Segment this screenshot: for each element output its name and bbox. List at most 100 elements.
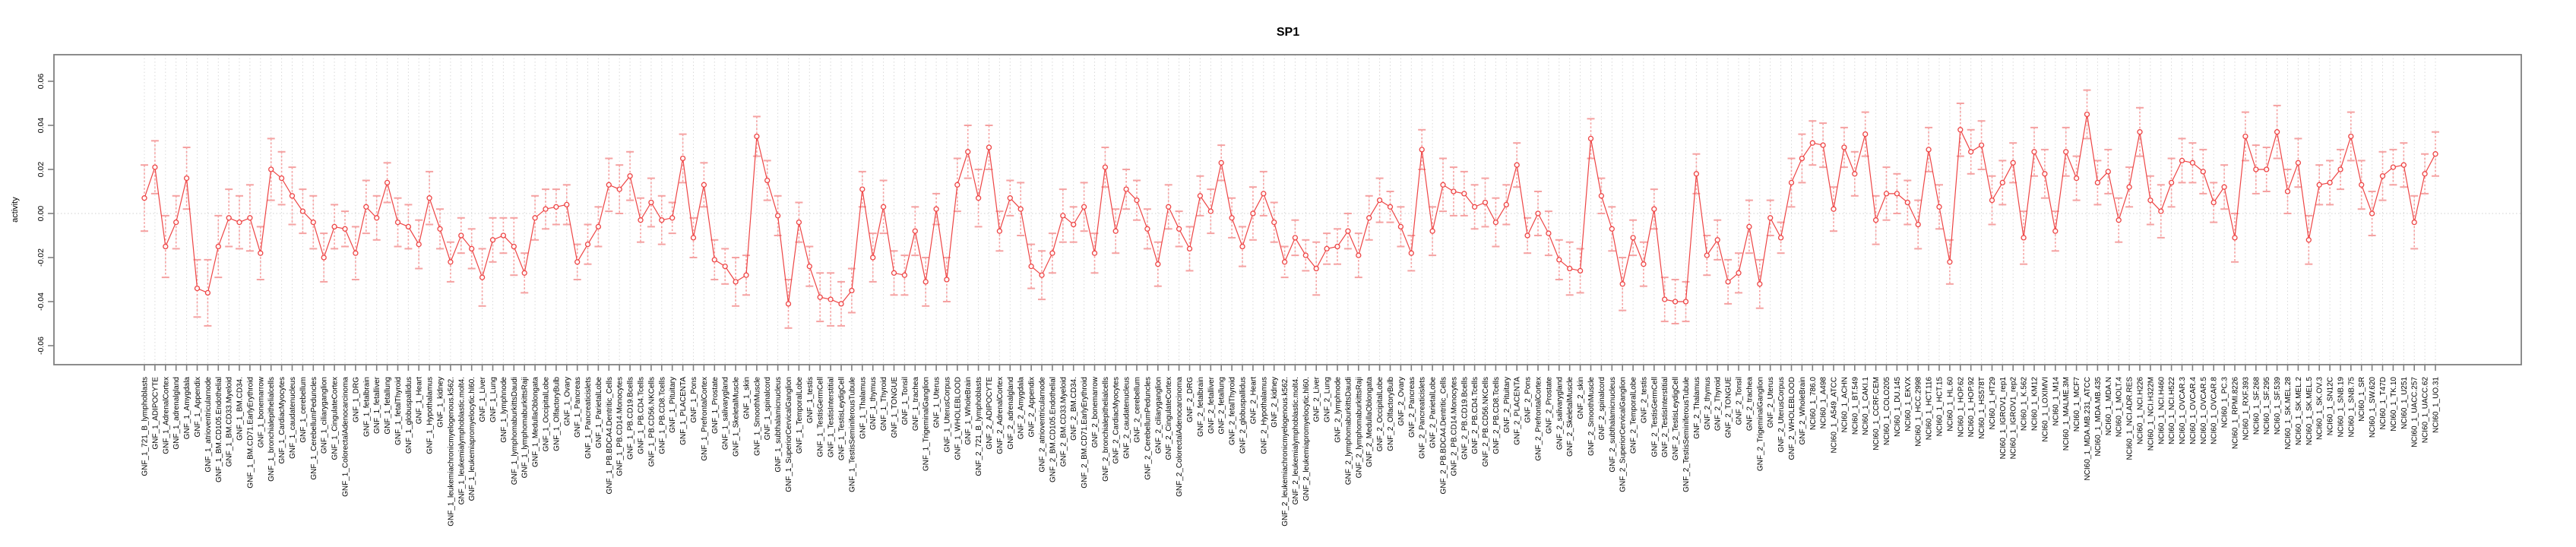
x-tick-label: GNF_2_PLACENTA — [1514, 377, 1522, 445]
x-tick-label: GNF_2_atrioventricularnode — [1039, 377, 1047, 473]
x-tick-label: GNF_2_skin — [1577, 377, 1585, 419]
x-tick-label: NCI60_1_HT29 — [1989, 377, 1997, 430]
x-tick-label: GNF_1_BM.CD34. — [236, 377, 245, 441]
x-tick-label: GNF_2_SmoothMuscle — [1587, 377, 1596, 456]
error-bar — [1112, 208, 1120, 255]
x-tick-label: NCI60_1_UACC.62 — [2422, 377, 2430, 444]
x-tick-label: GNF_1_spinalcord — [764, 377, 772, 440]
data-point — [1820, 142, 1826, 148]
data-point — [1461, 191, 1467, 197]
data-point — [1492, 219, 1499, 226]
data-point — [743, 272, 749, 278]
x-tick-label: NCI60_1_HOP.92 — [1967, 377, 1976, 438]
data-point — [2274, 129, 2280, 135]
error-bar — [225, 188, 233, 248]
error-bar — [552, 188, 560, 226]
data-point — [2379, 173, 2386, 179]
error-bar — [489, 217, 497, 263]
plot-border — [53, 54, 2522, 365]
error-bar — [2368, 191, 2376, 236]
error-bar — [1576, 248, 1584, 294]
error-bar — [1343, 213, 1352, 250]
y-tick-label: -0.02 — [36, 248, 46, 267]
error-bar — [531, 194, 540, 241]
x-tick-label: GNF_1_leukemialymphoblastic.molt4. — [457, 377, 466, 504]
x-tick-label: NCI60_1_TK.10 — [2390, 377, 2398, 432]
x-tick-label: NCI60_1_BT.549 — [1851, 377, 1859, 435]
error-bar — [1904, 179, 1912, 226]
x-tick-label: GNF_2_adrenalgland — [1007, 377, 1015, 450]
data-point — [1102, 164, 1109, 170]
data-point — [543, 206, 549, 212]
data-point — [828, 296, 834, 302]
data-point — [194, 285, 201, 292]
x-tick-label: GNF_1_DRG — [352, 377, 360, 422]
data-point — [2422, 171, 2428, 177]
x-tick-label: GNF_1_CerebellumPeduncles — [310, 377, 318, 480]
data-point — [796, 219, 802, 226]
data-point — [226, 215, 232, 221]
data-point — [1324, 245, 1330, 252]
x-tick-label: GNF_1_OccipitalLobe — [543, 377, 551, 452]
data-point — [1862, 131, 1869, 138]
data-point — [342, 226, 348, 232]
data-point — [1039, 272, 1045, 278]
x-tick-label: NCI60_1_SF.268 — [2252, 377, 2261, 435]
data-point — [1767, 215, 1774, 221]
data-point — [268, 166, 274, 172]
x-tick-label: GNF_2_Tonsil — [1736, 377, 1744, 425]
x-tick-label: GNF_2_Lung — [1324, 377, 1332, 422]
y-tick-label: 0.06 — [36, 74, 46, 90]
data-point — [1641, 261, 1647, 267]
data-point — [2284, 188, 2291, 194]
error-bar — [1365, 194, 1373, 241]
x-tick-label: GNF_2_lymphomaburkittsDaudi — [1344, 377, 1353, 485]
data-point — [1883, 191, 1890, 197]
x-tick-label: GNF_1_Hypothalamus — [426, 377, 435, 454]
x-tick-label: GNF_2_TestisGermCell — [1650, 377, 1659, 457]
data-point — [2147, 197, 2154, 204]
error-bar — [1639, 241, 1647, 287]
data-point — [2295, 160, 2302, 166]
x-tick-label: GNF_1_AdrenalCortex — [162, 377, 170, 454]
x-tick-label: GNF_1_thymus — [869, 377, 878, 430]
error-bar — [974, 169, 983, 228]
data-point — [2126, 184, 2132, 190]
error-bar — [245, 184, 254, 252]
error-bar — [2199, 148, 2207, 194]
x-tick-label: GNF_1_fetalThyroid — [394, 377, 403, 445]
data-point — [1682, 299, 1689, 305]
data-point — [2168, 179, 2175, 186]
error-bar — [426, 170, 434, 226]
x-tick-label: NCI60_1_HCT.116 — [1926, 377, 1934, 441]
error-bar — [1819, 122, 1828, 169]
data-point — [1155, 261, 1161, 267]
data-point — [2264, 166, 2270, 172]
error-bar — [309, 194, 318, 250]
x-tick-label: GNF_1_SmoothMuscle — [753, 377, 761, 456]
y-tick-label: 0.02 — [36, 162, 46, 178]
error-bar — [1185, 226, 1194, 272]
data-point — [1345, 228, 1351, 234]
data-point — [331, 223, 337, 230]
error-bar — [1059, 188, 1067, 243]
data-point — [1207, 208, 1214, 214]
data-point — [1788, 179, 1795, 186]
error-bar — [2389, 148, 2397, 186]
data-point — [2242, 133, 2248, 140]
x-tick-label: GNF_1_kidney — [437, 377, 445, 428]
error-bar — [1967, 128, 1975, 175]
data-point — [1313, 265, 1319, 272]
data-point — [1831, 206, 1837, 212]
x-tick-label: GNF_1_Amygdala — [183, 377, 191, 440]
x-tick-label: GNF_2_TestisSeminiferousTubule — [1682, 377, 1691, 492]
error-bar — [1248, 186, 1257, 241]
data-point — [2210, 199, 2217, 206]
data-point — [489, 237, 496, 243]
x-tick-label: GNF_2_globuspallidus — [1239, 377, 1248, 454]
x-tick-label: GNF_1_Liver — [479, 376, 487, 422]
error-bar — [141, 164, 148, 232]
x-tick-label: GNF_1_Ovary — [563, 377, 571, 425]
x-tick-label: GNF_1_UterusCorpus — [943, 377, 951, 452]
error-bar — [1175, 210, 1183, 248]
